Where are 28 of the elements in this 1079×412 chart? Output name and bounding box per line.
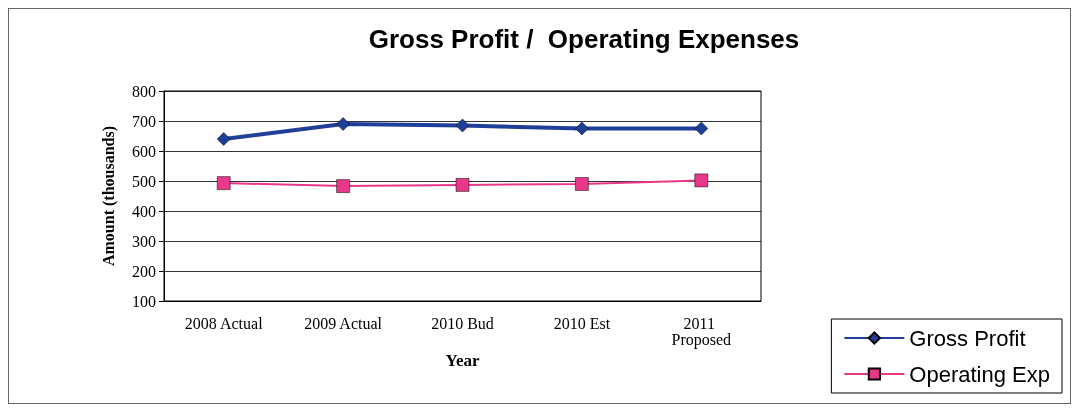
x-axis-title: Year xyxy=(445,350,480,370)
point xyxy=(216,176,231,190)
y-tick-label: 800 xyxy=(132,82,156,100)
point xyxy=(216,132,231,146)
x-tick-label: 2010 Est xyxy=(553,314,611,332)
y-tick-label: 300 xyxy=(132,232,156,250)
chart-title: Gross Profit / Operating Expenses xyxy=(368,24,800,54)
point xyxy=(575,121,589,136)
point xyxy=(336,117,350,131)
y-tick-label: 200 xyxy=(132,262,156,280)
x-tick-label: 2011 Proposed xyxy=(671,314,732,349)
x-tick-label: 2009 Actual xyxy=(304,314,383,332)
y-axis-title: Amount (thousands) xyxy=(99,125,118,267)
point xyxy=(694,121,709,136)
y-tick-label: 100 xyxy=(132,292,156,310)
y-tick-label: 500 xyxy=(132,172,156,190)
y-tick-label: 600 xyxy=(132,142,156,160)
legend-label: Gross Profit xyxy=(909,325,1026,351)
point xyxy=(694,173,709,188)
point xyxy=(455,178,470,192)
legend-label: Operating Exp xyxy=(909,361,1050,387)
y-tick-label: 400 xyxy=(132,202,156,220)
point xyxy=(336,179,350,193)
x-tick-label: 2008 Actual xyxy=(184,314,264,332)
y-tick-label: 700 xyxy=(132,112,156,130)
point xyxy=(575,177,589,191)
point xyxy=(455,118,470,133)
x-tick-label: 2010 Bud xyxy=(431,314,494,332)
